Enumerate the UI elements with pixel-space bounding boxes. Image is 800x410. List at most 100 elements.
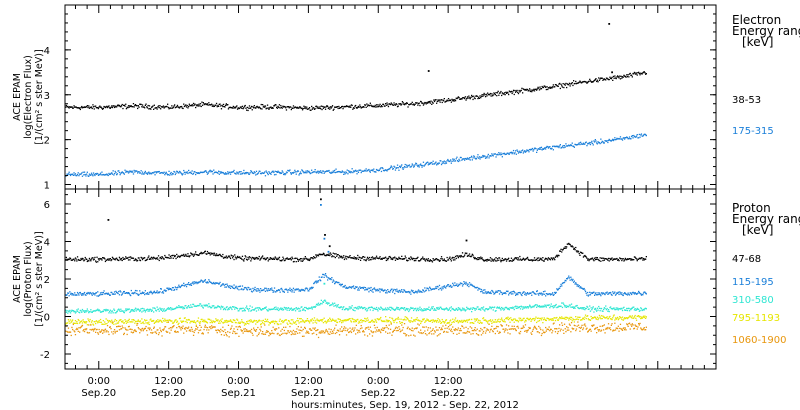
data-point xyxy=(467,254,469,256)
data-point xyxy=(114,293,116,295)
data-point xyxy=(503,309,505,311)
data-point xyxy=(287,106,289,108)
data-point xyxy=(478,97,480,99)
data-point xyxy=(102,292,104,294)
data-point xyxy=(603,78,605,80)
data-point xyxy=(634,72,636,74)
data-point xyxy=(637,72,639,74)
data-point xyxy=(229,319,232,321)
data-point xyxy=(229,106,232,108)
data-point xyxy=(480,321,482,324)
data-point xyxy=(445,162,448,164)
data-point xyxy=(381,288,383,290)
data-point xyxy=(148,108,150,110)
data-point xyxy=(289,308,291,310)
data-point xyxy=(159,291,161,293)
data-point xyxy=(428,101,430,104)
data-point xyxy=(389,306,391,308)
data-point xyxy=(139,172,141,174)
data-point xyxy=(526,306,529,308)
data-point xyxy=(162,172,165,174)
data-point xyxy=(552,318,554,320)
data-point xyxy=(411,307,413,310)
data-point xyxy=(525,89,527,91)
data-point xyxy=(517,292,520,294)
data-point xyxy=(567,83,569,86)
data-point xyxy=(86,258,88,260)
data-point xyxy=(369,258,371,261)
data-point xyxy=(303,309,305,311)
data-point xyxy=(478,308,480,310)
data-point xyxy=(188,318,190,321)
data-point xyxy=(317,106,319,108)
data-point xyxy=(129,321,131,323)
data-point xyxy=(366,317,369,319)
data-point xyxy=(378,106,380,108)
data-point xyxy=(510,293,513,295)
data-point xyxy=(506,152,508,154)
data-point xyxy=(254,172,256,174)
data-point xyxy=(539,306,541,308)
data-point xyxy=(260,257,262,259)
data-point xyxy=(283,321,285,323)
data-point xyxy=(628,307,630,309)
data-point xyxy=(621,76,624,78)
data-point xyxy=(188,171,190,174)
data-point xyxy=(577,82,580,84)
data-point xyxy=(512,89,515,91)
data-point xyxy=(389,103,392,106)
data-point xyxy=(273,287,276,289)
data-point xyxy=(216,254,218,256)
data-point xyxy=(205,103,207,105)
data-point xyxy=(540,306,543,308)
data-point xyxy=(145,309,147,312)
data-point xyxy=(485,93,487,95)
data-point xyxy=(149,319,151,321)
data-point xyxy=(575,282,577,284)
data-point xyxy=(482,156,485,158)
data-point xyxy=(330,278,332,281)
data-point xyxy=(312,286,314,289)
data-point xyxy=(372,105,374,107)
data-point xyxy=(378,319,380,321)
data-point xyxy=(614,258,616,260)
data-point xyxy=(437,163,439,165)
data-point xyxy=(593,311,595,313)
data-point xyxy=(622,319,624,321)
data-point xyxy=(299,106,302,108)
data-point xyxy=(286,171,288,174)
data-point xyxy=(554,304,557,307)
data-point xyxy=(398,290,400,292)
data-point xyxy=(92,257,94,259)
data-point xyxy=(195,104,197,106)
data-point xyxy=(490,292,492,295)
data-point xyxy=(594,79,596,81)
data-point xyxy=(610,140,612,142)
data-point xyxy=(234,172,236,174)
data-point xyxy=(610,78,612,80)
data-point xyxy=(429,162,431,164)
data-point xyxy=(245,107,247,109)
data-point xyxy=(477,97,479,100)
data-point xyxy=(109,107,111,109)
data-point xyxy=(549,146,551,148)
data-point xyxy=(626,309,629,312)
data-point xyxy=(355,257,357,259)
data-point xyxy=(454,282,456,284)
data-point xyxy=(610,77,612,79)
data-point xyxy=(65,294,67,296)
data-point xyxy=(304,321,306,324)
data-point xyxy=(482,95,484,97)
data-point xyxy=(119,319,121,321)
data-point xyxy=(146,173,149,175)
data-point xyxy=(342,286,344,288)
data-point xyxy=(478,322,480,324)
data-point xyxy=(585,81,587,83)
data-point xyxy=(287,289,290,291)
data-point xyxy=(403,307,406,309)
data-point xyxy=(468,253,471,255)
data-point xyxy=(382,257,384,259)
data-point xyxy=(76,260,78,262)
data-point xyxy=(264,290,267,292)
data-point xyxy=(378,289,380,291)
